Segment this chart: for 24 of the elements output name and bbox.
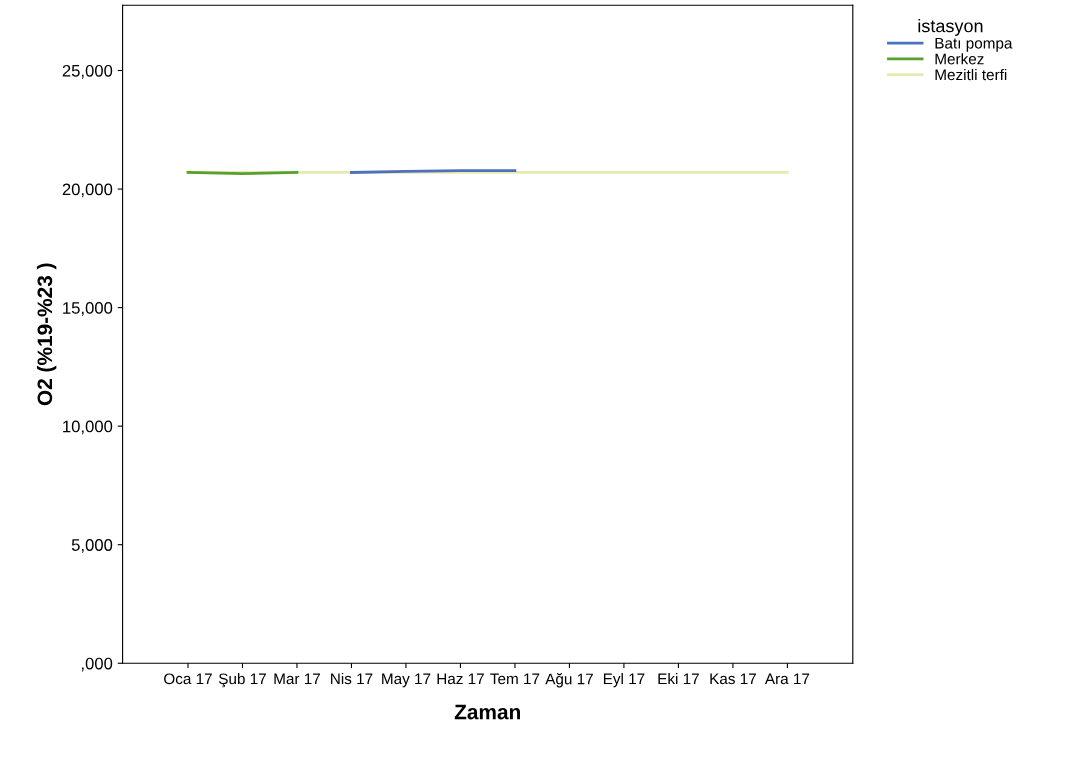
x-tick-label: Eyl 17 xyxy=(603,672,645,688)
legend-label: Merkez xyxy=(935,53,984,65)
y-tick-label: 10,000 xyxy=(63,420,113,435)
x-tick-label: Eki 17 xyxy=(658,672,699,685)
legend-title: istasyon xyxy=(918,19,983,36)
x-tick-label: Mar 17 xyxy=(274,673,320,685)
legend-label: Mezitli terfi xyxy=(935,68,1007,81)
x-tick-label: Tem 17 xyxy=(490,673,540,685)
x-tick-label: Şub 17 xyxy=(218,672,266,688)
x-tick-label: Haz 17 xyxy=(437,673,484,685)
x-tick-label: Kas 17 xyxy=(710,673,756,685)
legend-label: Batı pompa xyxy=(935,37,1013,52)
y-axis-title: O2 (%19-%23 ) xyxy=(36,263,57,406)
y-tick-label: 25,000 xyxy=(62,64,113,79)
x-tick-label: Oca 17 xyxy=(164,673,212,685)
x-tick-label: Ağu 17 xyxy=(545,672,593,688)
y-tick-label: ,000 xyxy=(81,657,113,672)
x-axis-title: Zaman xyxy=(454,704,520,720)
x-tick-label: Nis 17 xyxy=(331,672,373,685)
x-tick-label: May 17 xyxy=(382,673,431,688)
y-tick-label: 15,000 xyxy=(63,302,113,316)
y-tick-label: 20,000 xyxy=(62,183,113,198)
y-tick-label: 5,000 xyxy=(71,539,113,553)
x-tick-label: Ara 17 xyxy=(764,673,810,685)
